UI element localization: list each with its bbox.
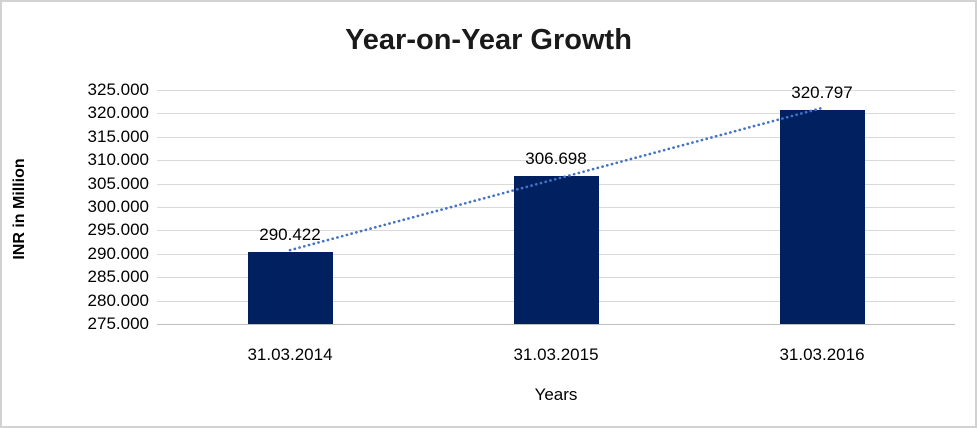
gridline — [157, 160, 955, 162]
trendline[interactable] — [288, 106, 824, 252]
x-tick-label: 31.03.2016 — [779, 345, 865, 364]
y-tick-label: 290.000 — [87, 243, 149, 263]
bar-2[interactable] — [779, 109, 865, 324]
x-axis-title: Years — [534, 385, 578, 404]
y-tick-label: 295.000 — [87, 220, 149, 240]
chart-title: Year-on-Year Growth — [345, 24, 632, 56]
data-label: 306.698 — [525, 148, 587, 168]
plot-area — [157, 90, 955, 325]
y-tick-label: 275.000 — [87, 314, 149, 333]
y-tick-label: 300.000 — [87, 197, 149, 216]
gridline — [157, 113, 955, 115]
gridline — [157, 90, 955, 91]
bar-1[interactable] — [513, 175, 599, 324]
x-tick-label: 31.03.2015 — [513, 345, 599, 364]
trendline-layer — [288, 106, 824, 252]
y-tick-label: 280.000 — [87, 290, 149, 310]
y-tick-label: 315.000 — [87, 126, 149, 146]
y-tick-label: 305.000 — [87, 173, 149, 193]
y-tick-label: 325.000 — [87, 80, 149, 99]
x-axis-line — [157, 324, 955, 325]
data-label: 320.797 — [791, 82, 853, 102]
y-tick-label: 320.000 — [87, 103, 149, 123]
data-label: 290.422 — [259, 224, 321, 244]
y-tick-label: 285.000 — [87, 267, 149, 287]
x-tick-label: 31.03.2014 — [247, 345, 333, 364]
bar-0[interactable] — [247, 251, 333, 324]
y-tick-label: 310.000 — [87, 150, 149, 170]
gridline — [157, 136, 955, 138]
